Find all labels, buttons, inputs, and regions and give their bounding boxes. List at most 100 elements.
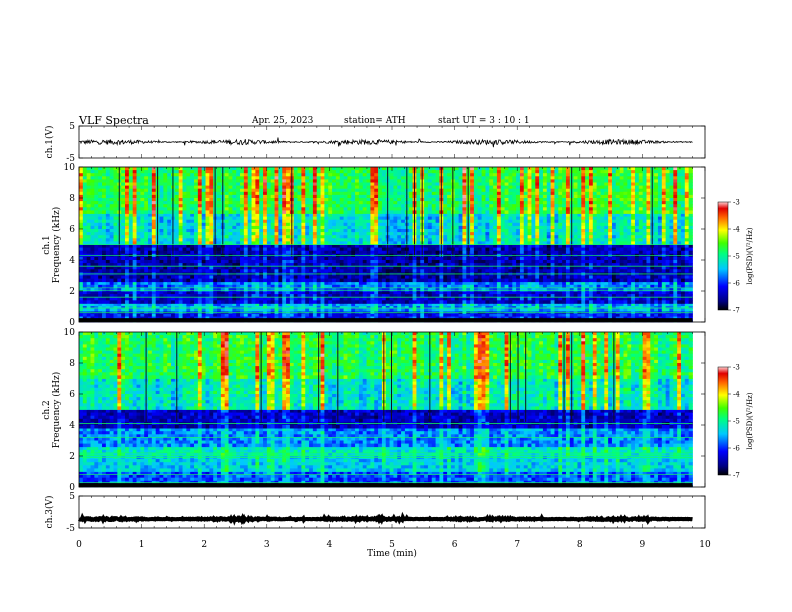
spectrogram-cell <box>562 275 567 279</box>
spectrogram-cell <box>328 260 333 264</box>
spectrogram-cell <box>657 219 663 224</box>
spectrogram-cell <box>251 294 256 298</box>
spectrogram-cell <box>615 300 621 304</box>
spectrogram-cell <box>125 260 130 264</box>
spectrogram-cell <box>343 216 348 221</box>
spectrogram-cell <box>562 269 567 273</box>
spectrogram-cell <box>654 313 659 317</box>
spectrogram-cell <box>163 287 168 292</box>
spectrogram-cell <box>90 225 95 230</box>
spectrogram-cell <box>324 213 329 217</box>
spectrogram-cell <box>297 294 302 298</box>
spectrogram-cell <box>297 225 302 230</box>
spectrogram-cell <box>136 219 141 224</box>
spectrogram-cell <box>174 266 180 270</box>
spectrogram-cell <box>519 305 525 309</box>
spectrogram-cell <box>378 297 383 301</box>
spectrogram-cell <box>408 256 413 261</box>
spectrogram-cell <box>477 300 482 304</box>
spectrogram-cell <box>427 213 433 217</box>
spectrogram-cell <box>688 278 693 283</box>
spectrogram-cell <box>355 256 360 261</box>
spectrogram-cell <box>573 303 578 307</box>
spectrogram-cell <box>289 266 295 270</box>
spectrogram-cell <box>519 244 525 248</box>
spectrogram-cell <box>401 287 406 292</box>
spectrogram-cell <box>608 278 613 283</box>
spectrogram-cell <box>500 294 505 298</box>
spectrogram-cell <box>289 300 295 304</box>
spectrogram-cell <box>634 294 640 298</box>
spectrogram-cell <box>665 216 670 221</box>
spectrogram-cell <box>335 300 341 304</box>
spectrogram-cell <box>167 225 172 230</box>
spectrogram-cell <box>619 294 624 298</box>
spectrogram-cell <box>424 287 429 292</box>
spectrogram-cell <box>148 284 153 289</box>
spectrogram-cell <box>125 244 130 248</box>
spectrogram-cell <box>454 247 459 252</box>
spectrogram-cell <box>293 244 298 248</box>
spectrogram-cell <box>228 244 233 248</box>
spectrogram-cell <box>673 219 678 224</box>
spectrogram-cell <box>539 269 544 273</box>
spectrogram-cell <box>657 313 663 317</box>
spectrogram-cell <box>458 244 463 248</box>
spectrogram-cell <box>132 308 137 312</box>
spectrogram-cell <box>608 303 613 307</box>
spectrogram-cell <box>102 284 107 289</box>
spectrogram-cell <box>351 305 356 309</box>
spectrogram-cell <box>623 250 628 255</box>
spectrogram-cell <box>282 294 287 298</box>
spectrogram-cell <box>650 278 655 283</box>
spectrogram-cell <box>266 297 272 301</box>
spectrogram-cell <box>427 260 433 264</box>
spectrogram-cell <box>447 287 452 292</box>
spectrogram-cell <box>673 300 678 304</box>
spectrogram-cell <box>163 313 168 317</box>
spectrogram-cell <box>608 281 613 286</box>
spectrogram-cell <box>366 250 371 255</box>
spectrogram-cell <box>439 266 444 270</box>
spectrogram-cell <box>512 266 517 270</box>
spectrogram-cell <box>109 287 114 292</box>
spectrogram-cell <box>539 266 544 270</box>
spectrogram-cell <box>657 244 663 248</box>
spectrogram-cell <box>102 247 107 252</box>
ch1-waveform-ytick-label: -5 <box>66 154 75 164</box>
spectrogram-cell <box>489 219 494 224</box>
spectrogram-cell <box>305 216 310 221</box>
spectrogram-cell <box>366 291 371 295</box>
spectrogram-cell <box>481 297 486 301</box>
spectrogram-cell <box>190 266 195 270</box>
spectrogram-cell <box>140 269 145 273</box>
spectrogram-cell <box>378 303 383 307</box>
spectrogram-cell <box>151 260 157 264</box>
spectrogram-cell <box>190 216 195 221</box>
spectrogram-cell <box>136 225 141 230</box>
spectrogram-cell <box>90 308 95 312</box>
spectrogram-cell <box>397 303 402 307</box>
spectrogram-cell <box>178 313 183 317</box>
spectrogram-cell <box>305 256 310 261</box>
spectrogram-cell <box>435 300 440 304</box>
spectrogram-cell <box>301 291 306 295</box>
spectrogram-cell <box>604 291 609 295</box>
spectrogram-cell <box>209 266 214 270</box>
spectrogram-cell <box>458 278 463 283</box>
spectrogram-cell <box>447 300 452 304</box>
spectrogram-cell <box>447 278 452 283</box>
spectrogram-cell <box>416 213 421 217</box>
spectrogram-cell <box>270 247 275 252</box>
spectrogram-cell <box>251 308 256 312</box>
spectrogram-cell <box>286 250 291 255</box>
spectrogram-cell <box>416 297 421 301</box>
spectrogram-cell <box>309 244 314 248</box>
spectrogram-cell <box>255 281 260 286</box>
spectrogram-cell <box>615 275 621 279</box>
spectrogram-cell <box>588 216 594 221</box>
spectrogram-cell <box>512 281 517 286</box>
spectrogram-cell <box>592 256 598 261</box>
spectrogram-cell <box>351 287 356 292</box>
